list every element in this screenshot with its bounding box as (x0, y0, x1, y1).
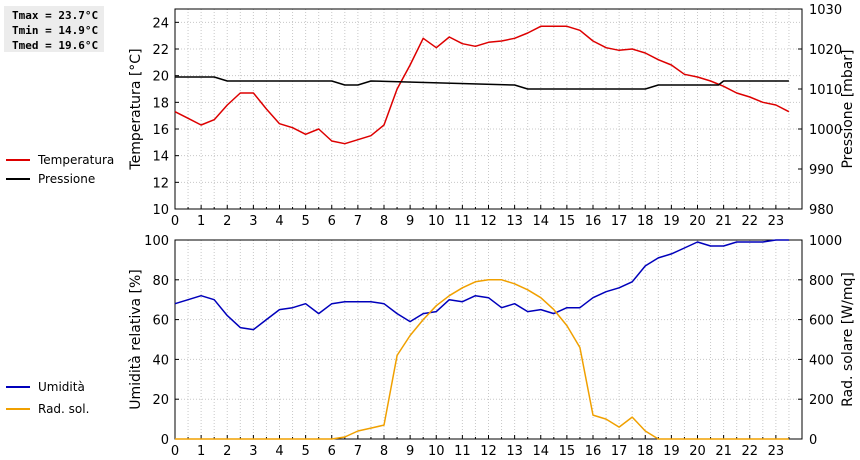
x-tick-label: 17 (611, 214, 628, 229)
x-tick-label: 22 (741, 214, 758, 229)
y-tick-label: 24 (152, 16, 169, 31)
series-line-rad-sol- (175, 279, 789, 440)
x-tick-label: 3 (249, 444, 257, 459)
x-tick-label: 5 (301, 444, 309, 459)
x-tick-label: 11 (454, 214, 471, 229)
y2-tick-label: 990 (809, 163, 834, 178)
y-tick-label: 100 (144, 234, 169, 249)
y-tick-label: 80 (152, 274, 169, 289)
y2-tick-label: 1000 (809, 123, 842, 138)
x-tick-label: 17 (611, 444, 628, 459)
y-tick-label: 16 (152, 123, 169, 138)
stat-tmed: Tmed = 19.6°C (12, 39, 99, 52)
y2-tick-label: 1010 (809, 83, 842, 98)
x-tick-label: 23 (768, 214, 785, 229)
x-tick-label: 1 (197, 444, 205, 459)
y2-tick-label: 800 (809, 274, 834, 289)
stat-tmin: Tmin = 14.9°C (12, 24, 99, 37)
x-tick-label: 20 (689, 444, 706, 459)
x-tick-label: 21 (715, 444, 732, 459)
x-tick-label: 16 (585, 444, 602, 459)
x-tick-label: 14 (532, 214, 549, 229)
x-tick-label: 19 (663, 214, 680, 229)
x-tick-label: 9 (406, 444, 414, 459)
x-tick-label: 22 (741, 444, 758, 459)
y2-tick-label: 0 (809, 433, 817, 448)
x-tick-label: 16 (585, 214, 602, 229)
y-tick-label: 14 (152, 150, 169, 165)
legend-label: Rad. sol. (38, 402, 89, 416)
stat-tmax: Tmax = 23.7°C (12, 9, 99, 22)
x-tick-label: 10 (428, 214, 445, 229)
y2-tick-label: 600 (809, 314, 834, 329)
y-axis-title: Umidità relativa [%] (128, 269, 144, 410)
y-tick-label: 20 (152, 70, 169, 85)
y-tick-label: 10 (152, 203, 169, 218)
x-tick-label: 2 (223, 214, 231, 229)
y-tick-label: 20 (152, 393, 169, 408)
x-tick-label: 5 (301, 214, 309, 229)
x-tick-label: 15 (559, 444, 576, 459)
x-tick-label: 6 (328, 214, 336, 229)
legend-label: Pressione (38, 172, 95, 186)
y2-tick-label: 1020 (809, 43, 842, 58)
x-tick-label: 18 (637, 214, 654, 229)
x-tick-label: 18 (637, 444, 654, 459)
series-line-umidit- (174, 239, 789, 331)
y-tick-label: 0 (161, 433, 169, 448)
x-tick-label: 2 (223, 444, 231, 459)
legend-label: Temperatura (37, 153, 114, 167)
x-tick-label: 19 (663, 444, 680, 459)
y-tick-label: 40 (152, 353, 169, 368)
x-tick-label: 3 (249, 214, 257, 229)
y-tick-label: 18 (152, 96, 169, 111)
x-tick-label: 21 (715, 214, 732, 229)
series-line-temperatura (174, 25, 790, 145)
y2-axis-title: Rad. solare [W/mq] (840, 272, 856, 407)
x-tick-label: 15 (559, 214, 576, 229)
x-tick-label: 4 (275, 444, 283, 459)
x-tick-label: 1 (197, 214, 205, 229)
x-tick-label: 13 (506, 214, 523, 229)
y-axis-title: Temperatura [°C] (128, 48, 144, 170)
x-tick-label: 7 (354, 214, 362, 229)
y2-tick-label: 980 (809, 203, 834, 218)
series-line-pressione (175, 76, 789, 90)
y2-tick-label: 1030 (809, 3, 842, 18)
x-tick-label: 6 (328, 444, 336, 459)
y2-tick-label: 1000 (809, 234, 842, 249)
y2-axis-title: Pressione [mbar] (840, 49, 856, 168)
x-tick-label: 4 (275, 214, 283, 229)
x-tick-label: 11 (454, 444, 471, 459)
x-tick-label: 12 (480, 444, 497, 459)
y-tick-label: 60 (152, 314, 169, 329)
x-tick-label: 0 (171, 444, 179, 459)
x-tick-label: 20 (689, 214, 706, 229)
x-tick-label: 23 (768, 444, 785, 459)
y2-tick-label: 400 (809, 353, 834, 368)
y2-tick-label: 200 (809, 393, 834, 408)
x-tick-label: 0 (171, 214, 179, 229)
y-tick-label: 12 (152, 176, 169, 191)
x-tick-label: 8 (380, 444, 388, 459)
legend-label: Umidità (38, 380, 85, 394)
x-tick-label: 8 (380, 214, 388, 229)
x-tick-label: 10 (428, 444, 445, 459)
y-tick-label: 22 (152, 43, 169, 58)
x-tick-label: 12 (480, 214, 497, 229)
x-tick-label: 9 (406, 214, 414, 229)
x-tick-label: 14 (532, 444, 549, 459)
x-tick-label: 7 (354, 444, 362, 459)
x-tick-label: 13 (506, 444, 523, 459)
stats-box: Tmax = 23.7°C Tmin = 14.9°C Tmed = 19.6°… (4, 6, 104, 52)
